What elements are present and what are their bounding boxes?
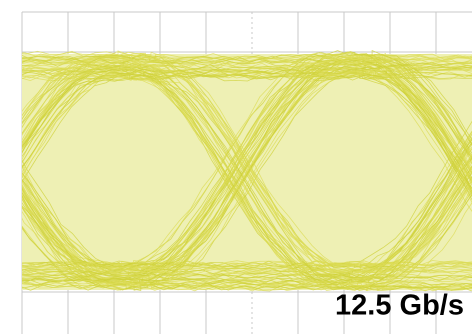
bit-rate-label: 12.5 Gb/s — [335, 290, 464, 322]
eye-diagram-screen: 12.5 Gb/s — [0, 0, 472, 334]
page: 12.5 Gb/s (() => { const data = JSON.par… — [0, 0, 472, 334]
